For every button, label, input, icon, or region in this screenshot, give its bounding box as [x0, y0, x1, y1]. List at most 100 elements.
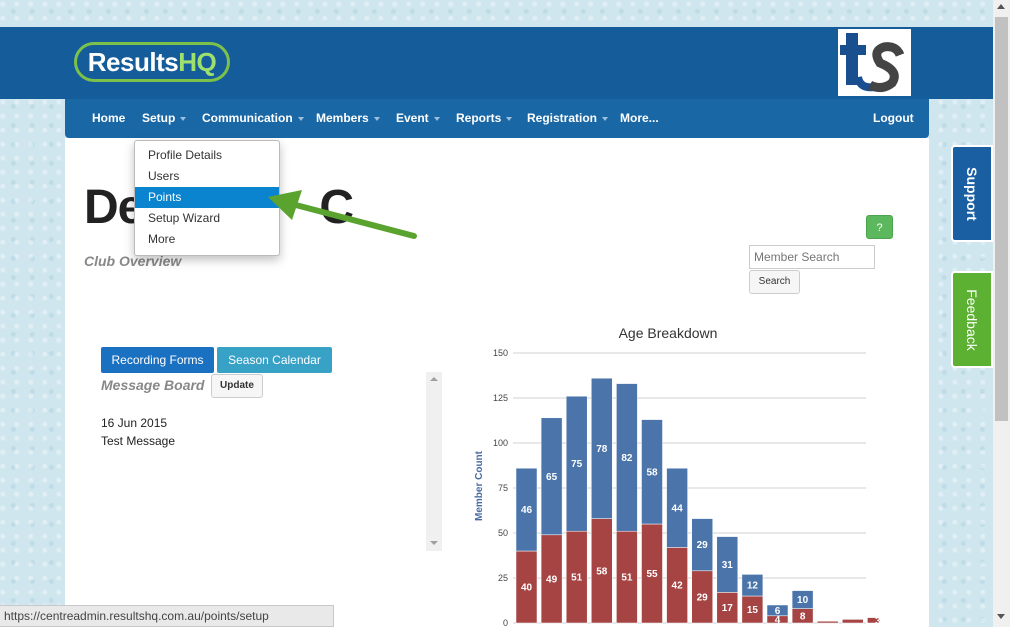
bar-segment-red: [816, 620, 839, 624]
scroll-down-arrow-icon[interactable]: [997, 614, 1005, 619]
nav-registration-label: Registration: [527, 111, 598, 125]
bar-value-label: 75: [571, 459, 583, 470]
nav-communication[interactable]: Communication: [202, 99, 304, 138]
support-tab[interactable]: Support: [951, 145, 993, 242]
bar-segment-blue: [791, 590, 814, 609]
bar-value-label: 29: [697, 540, 709, 551]
y-tick-label: 150: [493, 348, 508, 358]
y-tick-label: 75: [498, 483, 508, 493]
resultshq-logo[interactable]: Results HQ: [74, 42, 230, 82]
y-tick-label: 50: [498, 528, 508, 538]
member-search-input[interactable]: [749, 245, 875, 269]
chart-title: Age Breakdown: [619, 325, 718, 341]
caret-down-icon: [506, 116, 513, 121]
support-tab-label: Support: [964, 166, 980, 221]
menu-item-points[interactable]: Points: [135, 187, 279, 208]
bar-value-label: 46: [521, 505, 533, 516]
bar-segment-red: [867, 617, 880, 624]
bar-value-label: 42: [672, 581, 684, 592]
nav-setup[interactable]: Setup: [142, 99, 187, 138]
bar-value-label: 8: [800, 611, 806, 622]
bar-value-label: 82: [621, 453, 633, 464]
bar-value-label: 44: [672, 503, 684, 514]
bar-value-label: 65: [546, 472, 558, 483]
partner-logo: [838, 29, 911, 96]
bar-value-label: 6: [775, 606, 781, 617]
menu-item-users[interactable]: Users: [148, 169, 180, 183]
nav-reports[interactable]: Reports: [456, 99, 513, 138]
bar-value-label: 51: [571, 573, 583, 584]
nav-event[interactable]: Event: [396, 99, 440, 138]
season-calendar-button[interactable]: Season Calendar: [217, 347, 332, 373]
nav-logout-label: Logout: [873, 111, 914, 125]
nav-reports-label: Reports: [456, 111, 502, 125]
ts-logo-icon: [840, 33, 905, 93]
bar-value-label: 3: [875, 616, 880, 627]
bar-value-label: 55: [646, 569, 658, 580]
bar-segment-blue: [591, 377, 613, 519]
feedback-tab[interactable]: Feedback: [951, 271, 993, 368]
bar-segment-red: [842, 619, 864, 624]
menu-item-setup-wizard[interactable]: Setup Wizard: [148, 211, 221, 225]
bar-value-label: 58: [646, 467, 658, 478]
caret-down-icon: [433, 116, 440, 121]
annotation-arrow-icon: [268, 190, 417, 239]
feedback-tab-label: Feedback: [964, 288, 980, 351]
bar-value-label: 17: [722, 603, 734, 614]
chart-y-axis-label: Member Count: [474, 450, 485, 521]
nav-communication-label: Communication: [202, 111, 293, 125]
bar-segment-blue: [540, 417, 563, 536]
nav-home[interactable]: Home: [92, 99, 125, 138]
message-board-title: Message Board: [101, 377, 205, 393]
bar-segment-blue: [766, 604, 789, 617]
club-overview-heading: Club Overview: [84, 253, 182, 269]
menu-item-more[interactable]: More: [148, 232, 176, 246]
nav-members-label: Members: [316, 111, 369, 125]
y-tick-label: 0: [503, 618, 508, 627]
logo-text-results: Results: [87, 46, 179, 77]
page-title-end: C: [319, 181, 354, 234]
bar-segment-blue: [565, 395, 588, 532]
bar-segment-blue: [666, 467, 688, 548]
caret-down-icon: [180, 116, 187, 121]
search-button[interactable]: Search: [749, 270, 800, 294]
nav-members[interactable]: Members: [316, 99, 380, 138]
message-board-scrollbar[interactable]: [426, 372, 442, 551]
bar-segment-blue: [691, 518, 713, 572]
nav-setup-label: Setup: [142, 111, 176, 125]
bar-segment-blue: [641, 419, 663, 525]
bar-value-label: 31: [722, 560, 734, 571]
caret-down-icon: [373, 116, 380, 121]
bar-value-label: 15: [747, 605, 759, 616]
scroll-down-arrow-icon[interactable]: [430, 541, 438, 545]
browser-status-bar: https://centreadmin.resultshq.com.au/poi…: [0, 605, 334, 627]
logo-text-hq: HQ: [178, 46, 217, 77]
main-navbar: Home Setup Communication Members Event R…: [65, 99, 929, 138]
recording-forms-button[interactable]: Recording Forms: [101, 347, 214, 373]
bar-value-label: 58: [596, 566, 608, 577]
help-button[interactable]: ?: [866, 215, 893, 239]
bar-value-label: 29: [697, 592, 709, 603]
scroll-up-arrow-icon[interactable]: [997, 4, 1005, 9]
nav-more-label: More...: [620, 111, 659, 125]
nav-logout[interactable]: Logout: [873, 99, 914, 138]
y-tick-label: 125: [493, 393, 508, 403]
bar-value-label: 10: [797, 595, 809, 606]
nav-event-label: Event: [396, 111, 429, 125]
bar-segment-blue: [616, 383, 638, 532]
scrollbar-thumb[interactable]: [995, 17, 1008, 421]
setup-dropdown-menu: Profile Details Users Points Setup Wizar…: [134, 140, 280, 256]
bar-value-label: 12: [747, 581, 759, 592]
scroll-up-arrow-icon[interactable]: [430, 377, 438, 381]
bar-segment-blue: [515, 467, 538, 552]
bar-value-label: 51: [621, 573, 633, 584]
age-breakdown-chart: Age Breakdown Member Count 0255075100125…: [474, 325, 880, 627]
caret-down-icon: [297, 116, 304, 121]
message-date: 16 Jun 2015: [101, 416, 168, 430]
nav-registration[interactable]: Registration: [527, 99, 609, 138]
nav-more[interactable]: More...: [620, 99, 659, 138]
update-button[interactable]: Update: [211, 374, 263, 398]
menu-item-profile-details[interactable]: Profile Details: [148, 148, 223, 162]
bar-segment-blue: [716, 536, 739, 593]
bar-segment-blue: [741, 574, 764, 597]
